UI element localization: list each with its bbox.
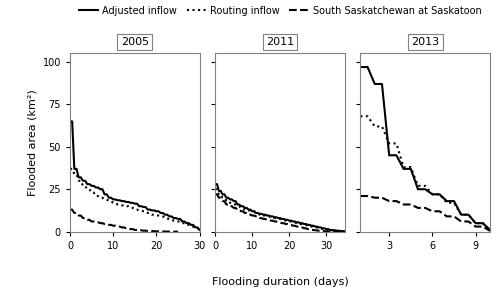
Title: 2013: 2013 <box>411 37 439 47</box>
Y-axis label: Flooded area (km²): Flooded area (km²) <box>27 89 37 196</box>
Title: 2011: 2011 <box>266 37 294 47</box>
Text: Flooding duration (days): Flooding duration (days) <box>212 277 348 287</box>
Title: 2005: 2005 <box>121 37 149 47</box>
Legend: Adjusted inflow, Routing inflow, South Saskatchewan at Saskatoon: Adjusted inflow, Routing inflow, South S… <box>74 2 486 20</box>
